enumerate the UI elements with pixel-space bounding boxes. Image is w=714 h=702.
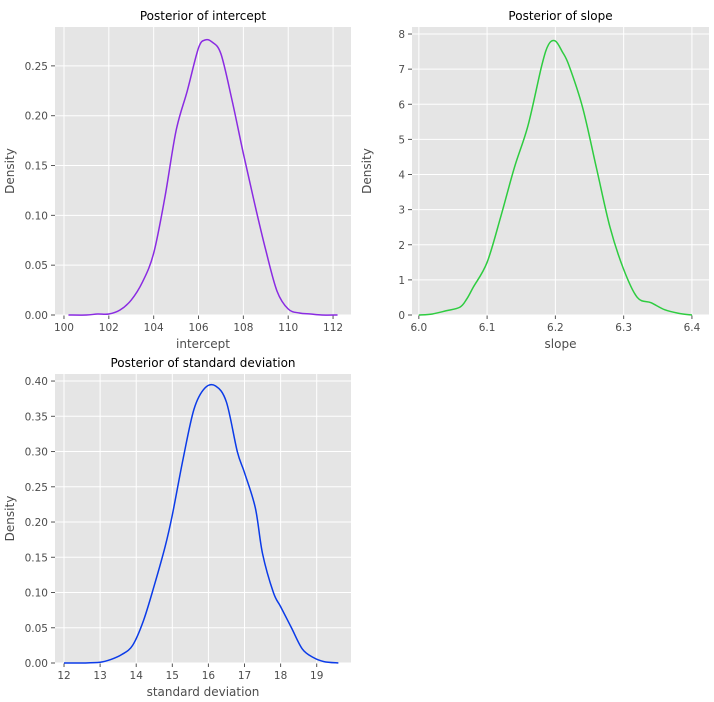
y-tick-label: 1 [398, 275, 405, 287]
y-tick-label: 5 [398, 134, 405, 146]
x-tick-label: 14 [130, 670, 144, 682]
chart-title: Posterior of slope [508, 9, 612, 23]
y-tick-label: 0.05 [25, 623, 48, 635]
x-tick-label: 110 [278, 322, 298, 334]
y-tick-label: 4 [398, 170, 405, 182]
y-axis-label: Density [3, 496, 17, 542]
density-line [68, 38, 338, 316]
x-tick-label: 15 [166, 670, 179, 682]
x-tick-label: 17 [238, 670, 251, 682]
y-tick-label: 0.15 [25, 552, 48, 564]
y-tick-label: 3 [398, 205, 405, 217]
plot-area [55, 374, 351, 663]
x-tick-label: 108 [233, 322, 253, 334]
x-axis-label: intercept [176, 337, 230, 351]
y-tick-label: 0.25 [25, 482, 48, 494]
x-tick-label: 6.2 [547, 322, 564, 334]
y-tick-label: 0.30 [25, 447, 48, 459]
x-tick-label: 19 [310, 670, 323, 682]
density-line [418, 39, 693, 316]
y-axis-label: Density [3, 148, 17, 194]
chart-title: Posterior of intercept [140, 9, 267, 23]
y-tick-label: 0.35 [25, 411, 48, 423]
chart-standard-deviation: 12 13 14 15 16 17 18 19 0.00 0.05 0.10 0.15 0.20 0.25… [3, 356, 351, 699]
y-tick-label: 0.10 [25, 588, 48, 600]
y-tick-label: 2 [398, 240, 405, 252]
x-tick-label: 104 [144, 322, 164, 334]
x-axis-label: standard deviation [147, 685, 260, 699]
chart-intercept: 100 102 104 106 108 110 112 0.00 0.05 0.10 0.15 0.2… [3, 9, 351, 351]
density-line [64, 383, 339, 664]
x-axis-label: slope [545, 337, 577, 351]
y-tick-label: 0.10 [25, 210, 48, 222]
x-tick-label: 12 [57, 670, 70, 682]
x-tick-label: 6.3 [615, 322, 632, 334]
chart-title: Posterior of standard deviation [110, 356, 295, 370]
x-tick-label: 18 [274, 670, 287, 682]
y-tick-label: 0.20 [25, 517, 48, 529]
x-tick-label: 16 [202, 670, 216, 682]
x-tick-label: 6.0 [410, 322, 427, 334]
chart-slope: 6.0 6.1 6.2 6.3 6.4 0 1 2 3 4 5 6 7 8 Posterior of slo… [360, 9, 709, 351]
x-tick-label: 106 [188, 322, 208, 334]
y-axis-label: Density [360, 148, 374, 194]
y-tick-label: 0.25 [25, 61, 48, 73]
y-tick-label: 0.15 [25, 161, 48, 173]
y-tick-label: 0.20 [25, 111, 48, 123]
y-tick-label: 0.05 [25, 260, 48, 272]
x-tick-label: 6.1 [479, 322, 496, 334]
y-tick-label: 6 [398, 99, 405, 111]
y-tick-label: 0 [398, 310, 405, 322]
x-tick-label: 100 [54, 322, 74, 334]
x-tick-label: 6.4 [684, 322, 701, 334]
x-tick-label: 112 [323, 322, 343, 334]
y-tick-label: 7 [398, 64, 405, 76]
plot-area [55, 27, 351, 315]
plot-area [412, 27, 709, 315]
y-tick-label: 0.00 [25, 310, 48, 322]
y-tick-label: 0.40 [25, 376, 48, 388]
y-tick-label: 8 [398, 29, 405, 41]
x-tick-label: 102 [99, 322, 119, 334]
x-tick-label: 13 [93, 670, 106, 682]
y-tick-label: 0.00 [25, 658, 48, 670]
